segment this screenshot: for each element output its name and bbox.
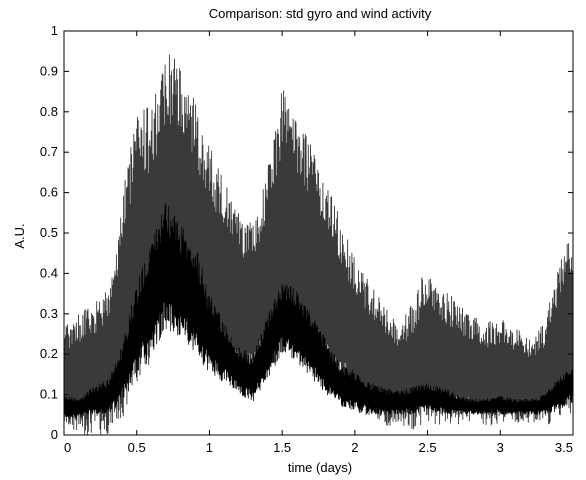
x-tick-label: 3.5 [555,440,573,455]
y-tick-label: 0 [51,427,58,442]
y-tick-label: 0.9 [40,63,58,78]
x-tick-label: 0.5 [128,440,146,455]
x-tick-label: 0 [64,440,71,455]
plot-frame [63,30,574,436]
x-axis-title: time (days) [288,460,352,475]
x-tick-label: 3 [497,440,504,455]
y-tick-label: 0.2 [40,346,58,361]
y-tick-label: 0.3 [40,306,58,321]
y-tick-label: 0.7 [40,144,58,159]
y-axis-title: A.U. [12,223,27,248]
x-tick-label: 2 [351,440,358,455]
y-axis: 0 0.1 0.2 0.3 0.4 0.5 0.6 0.7 0.8 0.9 1 [40,23,573,442]
x-tick-label: 2.5 [419,440,437,455]
y-tick-label: 0.5 [40,225,58,240]
series-2-line [63,203,574,419]
x-tick-label: 1.5 [273,440,291,455]
y-tick-label: 0.6 [40,185,58,200]
y-tick-label: 0.1 [40,387,58,402]
y-tick-label: 1 [51,23,58,38]
plot-area [63,54,574,436]
y-tick-label: 0.4 [40,265,58,280]
x-tick-label: 1 [206,440,213,455]
chart-title: Comparison: std gyro and wind activity [209,6,432,21]
y-tick-label: 0.8 [40,104,58,119]
